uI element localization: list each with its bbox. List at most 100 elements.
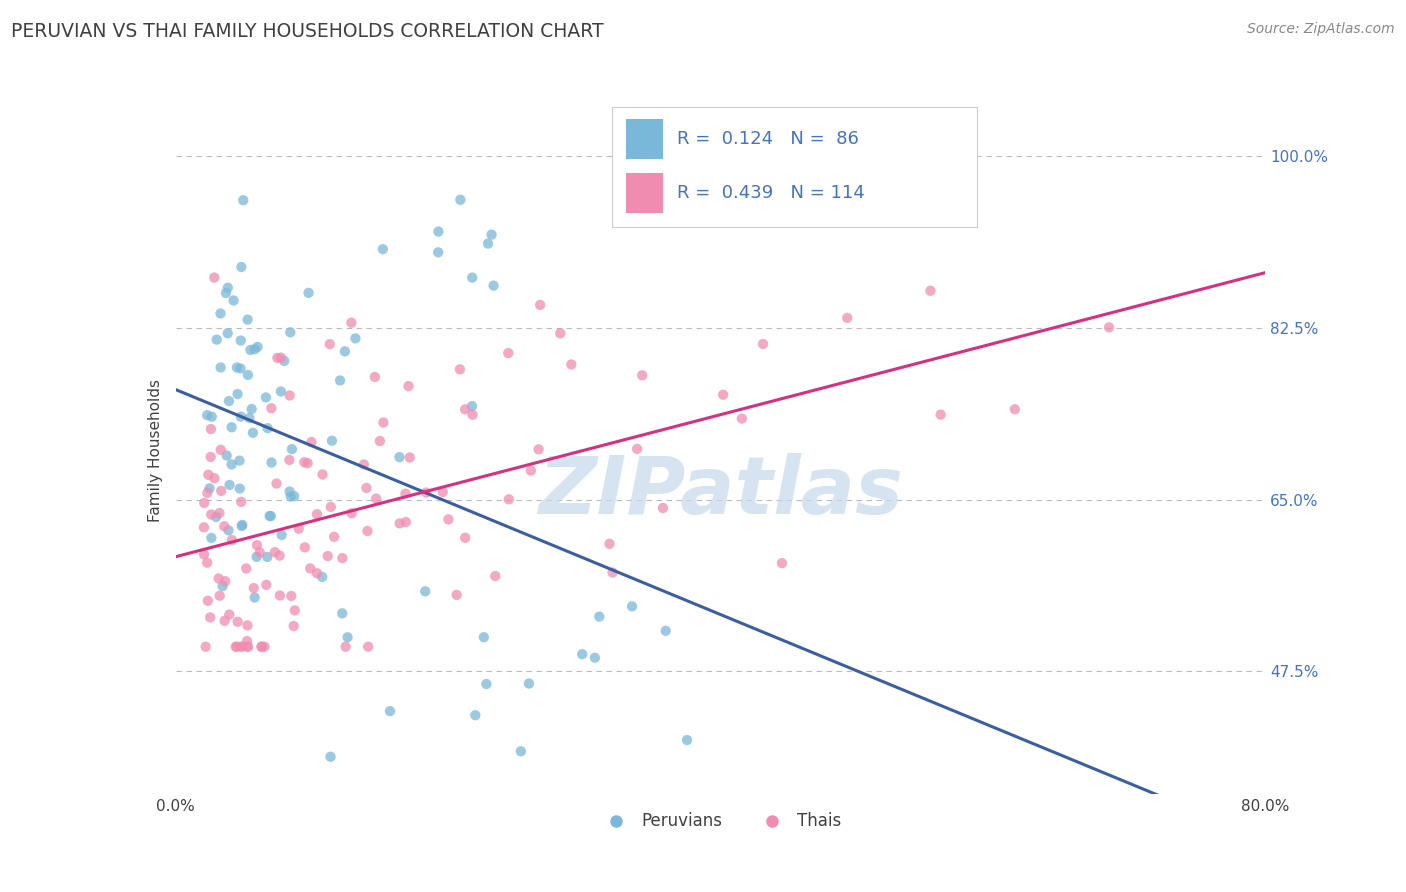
Point bbox=[232, 193, 254, 207]
Point bbox=[529, 298, 551, 312]
Point bbox=[236, 634, 259, 648]
Point bbox=[278, 484, 301, 499]
Point bbox=[621, 599, 644, 614]
Point bbox=[278, 453, 301, 467]
Point bbox=[299, 561, 322, 575]
Point bbox=[588, 609, 610, 624]
Point bbox=[218, 607, 240, 622]
Point bbox=[498, 492, 520, 507]
Point bbox=[202, 270, 225, 285]
Point bbox=[292, 455, 315, 469]
Point bbox=[330, 607, 353, 621]
Point bbox=[217, 281, 239, 295]
Point bbox=[449, 362, 471, 376]
Point bbox=[449, 193, 471, 207]
Point bbox=[344, 331, 367, 345]
Point bbox=[250, 640, 273, 654]
Point bbox=[211, 579, 233, 593]
Point bbox=[260, 509, 283, 524]
Point bbox=[284, 603, 307, 617]
Point bbox=[280, 589, 302, 603]
Point bbox=[218, 478, 240, 492]
Point bbox=[229, 334, 252, 348]
Point bbox=[305, 507, 328, 521]
Point bbox=[356, 481, 378, 495]
Point bbox=[254, 578, 277, 592]
Point bbox=[222, 293, 245, 308]
Point bbox=[235, 561, 257, 575]
Point bbox=[477, 236, 499, 251]
Point bbox=[598, 537, 620, 551]
Point bbox=[221, 458, 243, 472]
Point bbox=[270, 351, 292, 365]
Point bbox=[231, 517, 253, 532]
Point bbox=[269, 589, 291, 603]
Point bbox=[231, 640, 253, 654]
Point bbox=[297, 456, 319, 470]
Point bbox=[583, 650, 606, 665]
Point bbox=[236, 618, 259, 632]
Point bbox=[250, 640, 273, 654]
Point bbox=[752, 337, 775, 351]
Point bbox=[371, 242, 394, 256]
Point bbox=[229, 361, 252, 376]
Point bbox=[208, 506, 231, 520]
Point bbox=[215, 449, 238, 463]
Point bbox=[208, 589, 231, 603]
Point bbox=[373, 416, 395, 430]
Point bbox=[294, 541, 316, 555]
Point bbox=[340, 506, 363, 520]
Point bbox=[200, 610, 222, 624]
Point bbox=[319, 500, 342, 514]
Point bbox=[228, 453, 250, 467]
Point bbox=[208, 572, 231, 586]
Point bbox=[305, 566, 328, 581]
Point bbox=[281, 442, 304, 457]
Point bbox=[378, 704, 401, 718]
Point bbox=[323, 530, 346, 544]
Point bbox=[270, 384, 292, 399]
Point bbox=[461, 408, 484, 422]
Point bbox=[195, 408, 218, 422]
Point bbox=[229, 482, 252, 496]
Point bbox=[388, 516, 411, 531]
Point bbox=[711, 387, 734, 401]
Point bbox=[218, 394, 240, 409]
Point bbox=[461, 399, 484, 413]
Point bbox=[195, 485, 218, 500]
Point bbox=[239, 343, 262, 357]
Point bbox=[249, 545, 271, 559]
Point bbox=[193, 547, 215, 561]
Point bbox=[221, 533, 243, 547]
Point bbox=[270, 528, 292, 542]
Point bbox=[238, 411, 260, 425]
Point bbox=[283, 619, 305, 633]
Point bbox=[676, 733, 699, 747]
Point bbox=[481, 227, 503, 242]
Point bbox=[353, 458, 375, 472]
Point bbox=[236, 640, 259, 654]
Point bbox=[242, 425, 264, 440]
Point bbox=[415, 485, 437, 500]
Text: R =  0.439   N = 114: R = 0.439 N = 114 bbox=[678, 184, 865, 202]
Point bbox=[484, 569, 506, 583]
Point bbox=[395, 515, 418, 529]
Point bbox=[269, 549, 291, 563]
Point bbox=[571, 647, 593, 661]
Point bbox=[437, 512, 460, 526]
Point bbox=[368, 434, 391, 448]
Point bbox=[651, 500, 673, 515]
Point bbox=[229, 640, 252, 654]
Point bbox=[231, 519, 253, 533]
Point bbox=[253, 640, 276, 654]
Point bbox=[319, 749, 342, 764]
Point bbox=[218, 524, 240, 538]
Point bbox=[209, 442, 232, 457]
Point bbox=[454, 531, 477, 545]
Point bbox=[631, 368, 654, 383]
Point bbox=[240, 401, 263, 416]
Point bbox=[837, 310, 859, 325]
Point bbox=[520, 464, 543, 478]
Point bbox=[398, 450, 420, 465]
Point bbox=[329, 373, 352, 387]
